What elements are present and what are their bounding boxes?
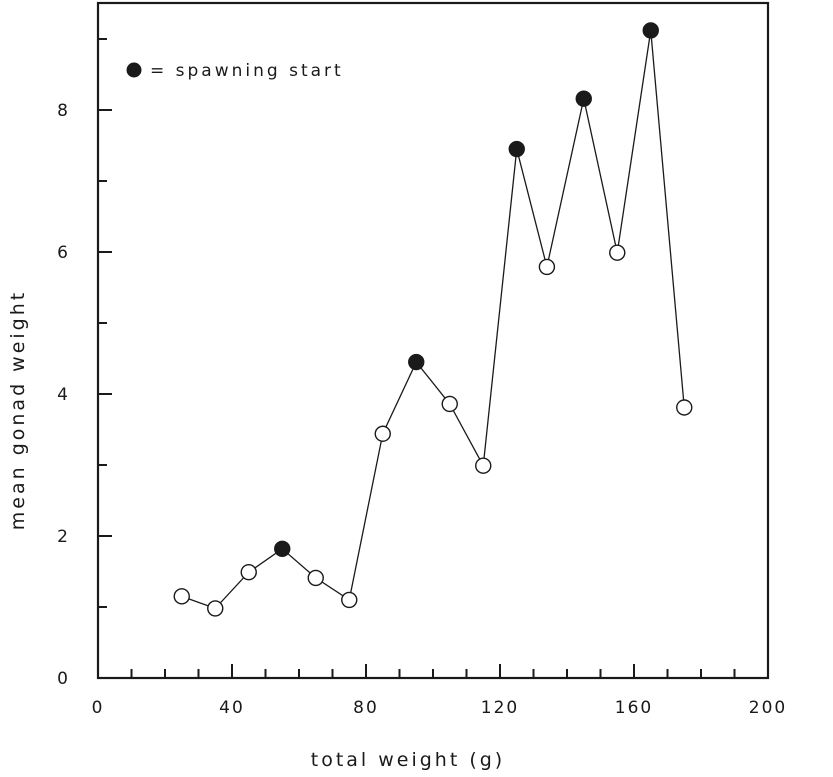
data-point xyxy=(374,425,391,442)
data-point xyxy=(475,457,492,474)
y-tick-label: 2 xyxy=(57,527,70,547)
data-point-spawning-start xyxy=(274,540,291,557)
series-line xyxy=(181,30,685,610)
data-points xyxy=(173,22,693,617)
data-point xyxy=(676,399,693,416)
y-tick-label: 4 xyxy=(57,385,70,405)
legend: = spawning start xyxy=(126,61,344,81)
y-axis-ticks xyxy=(98,38,112,608)
legend-label: = spawning start xyxy=(150,61,344,81)
y-axis-title: mean gonad weight xyxy=(7,290,29,530)
x-tick-label: 80 xyxy=(353,698,379,718)
y-tick-label: 6 xyxy=(57,243,70,263)
y-axis-tick-labels: 0 2 4 6 8 xyxy=(57,101,70,689)
x-axis-title: total weight (g) xyxy=(311,749,505,771)
data-point-spawning-start xyxy=(508,140,525,158)
x-tick-label: 160 xyxy=(615,698,653,718)
x-axis-tick-labels: 0 40 80 120 160 200 xyxy=(92,698,787,718)
x-tick-label: 120 xyxy=(481,698,519,718)
data-point xyxy=(538,258,556,276)
data-point xyxy=(341,591,358,609)
data-point xyxy=(173,588,190,605)
y-tick-label: 8 xyxy=(57,101,70,121)
data-point xyxy=(609,244,626,261)
data-point-spawning-start xyxy=(575,90,592,107)
x-tick-label: 200 xyxy=(749,698,787,718)
data-point xyxy=(240,564,257,581)
data-point xyxy=(441,395,458,413)
plot-frame xyxy=(96,1,770,680)
x-tick-label: 40 xyxy=(219,698,245,718)
data-point xyxy=(207,600,224,617)
legend-marker-filled xyxy=(126,62,142,78)
data-point-spawning-start xyxy=(408,353,425,371)
data-point-spawning-start xyxy=(642,22,659,39)
data-point xyxy=(307,569,324,587)
y-tick-label: 0 xyxy=(57,669,70,689)
x-axis-ticks xyxy=(130,664,736,678)
x-tick-label: 0 xyxy=(92,698,105,718)
